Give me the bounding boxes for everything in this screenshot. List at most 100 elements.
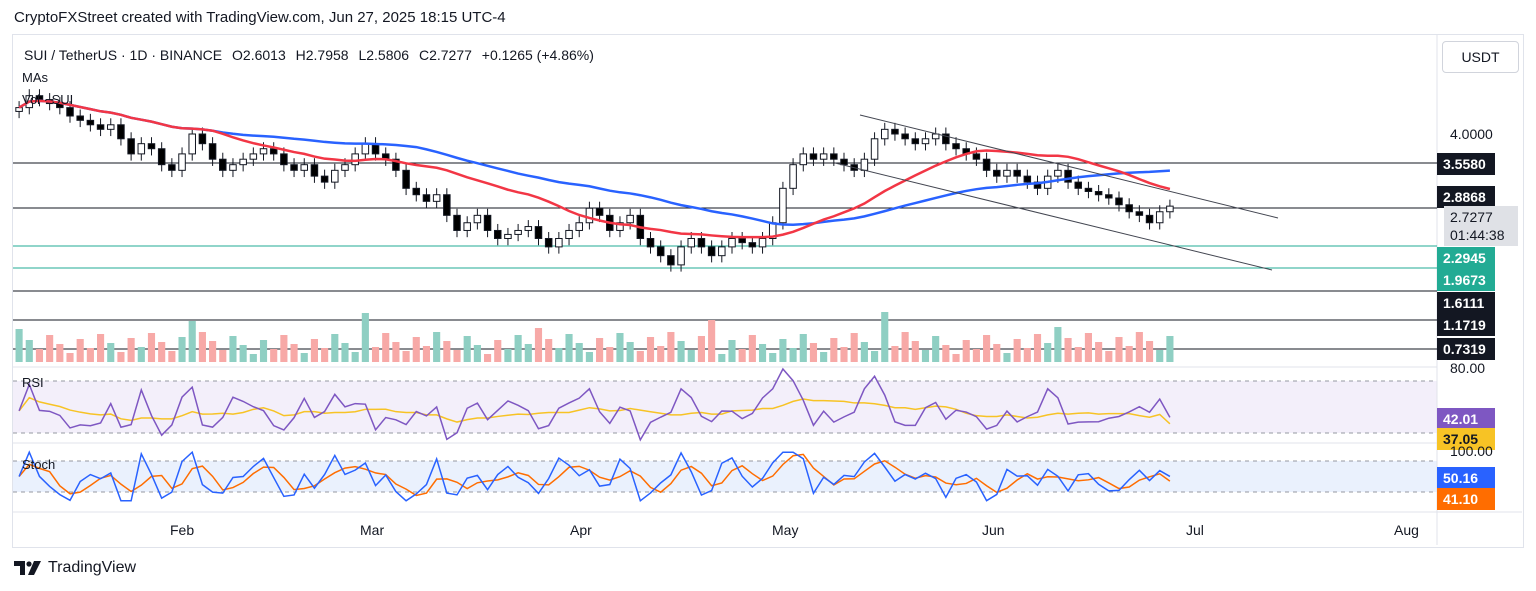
candle-body xyxy=(697,237,706,248)
candle-body xyxy=(310,164,319,177)
candle-body xyxy=(728,237,736,248)
candle-body xyxy=(982,158,991,171)
volume-bar xyxy=(351,352,359,362)
candle-body xyxy=(269,148,278,155)
candle-body xyxy=(1074,181,1083,189)
volume-bar xyxy=(361,313,369,362)
volume-bar xyxy=(677,341,685,362)
volume-bar xyxy=(789,348,797,362)
tradingview-logo-icon xyxy=(14,561,41,575)
candle-body xyxy=(1115,197,1123,206)
candle-body xyxy=(921,138,930,145)
volume-bar xyxy=(422,346,431,362)
volume-bar xyxy=(962,340,970,362)
rsi-indicator-label[interactable]: RSI xyxy=(22,375,44,390)
volume-bar xyxy=(229,336,237,362)
candle-body xyxy=(758,237,767,248)
volume-bar xyxy=(412,337,420,362)
candle-body xyxy=(707,246,716,257)
volume-bar xyxy=(718,354,726,362)
ohlc-open: O2.6013 xyxy=(232,47,286,63)
candle-body xyxy=(1013,169,1021,177)
month-feb: Feb xyxy=(170,522,195,538)
candle-body xyxy=(198,133,207,145)
volume-bar xyxy=(473,345,481,362)
candle-body xyxy=(422,194,431,202)
volume-bar xyxy=(596,338,604,362)
volume-bar xyxy=(107,343,115,362)
volume-bar xyxy=(911,341,919,362)
volume-bar xyxy=(1105,351,1113,362)
candle-body xyxy=(870,138,879,160)
level-tag-3: 2.2945 xyxy=(1437,247,1495,269)
volume-indicator-label[interactable]: Vol · SUI xyxy=(22,92,74,107)
candle-body xyxy=(738,237,746,244)
ohlc-close: C2.7277 xyxy=(418,47,472,63)
level-tag-4: 1.9673 xyxy=(1437,269,1495,291)
volume-bar xyxy=(697,336,705,362)
candle-body xyxy=(799,153,808,166)
volume-bar xyxy=(952,354,960,362)
candle-body xyxy=(229,164,237,171)
candle-body xyxy=(1003,169,1011,177)
tradingview-logo[interactable]: TradingView xyxy=(14,559,136,577)
volume-bar xyxy=(575,343,583,362)
volume-bar xyxy=(117,352,125,362)
volume-bar xyxy=(606,347,614,362)
candle-body xyxy=(616,222,624,231)
volume-bar xyxy=(382,333,390,362)
candle-body xyxy=(514,229,522,235)
candle-body xyxy=(320,175,329,183)
candle-body xyxy=(76,115,84,121)
month-apr: Apr xyxy=(570,522,592,538)
volume-bar xyxy=(1023,348,1031,362)
volume-bar xyxy=(1044,343,1052,362)
candle-body xyxy=(1023,175,1032,183)
volume-bar xyxy=(147,333,156,362)
volume-bar xyxy=(514,335,522,362)
candle-body xyxy=(443,194,451,216)
candle-body xyxy=(66,107,74,117)
candle-body xyxy=(626,214,634,224)
candle-body xyxy=(565,229,573,239)
volume-bar xyxy=(219,350,227,362)
candle-body xyxy=(483,214,492,231)
volume-bar xyxy=(1054,327,1062,362)
candle-body xyxy=(300,164,309,171)
candle-body xyxy=(341,164,349,171)
volume-bar xyxy=(748,335,756,362)
candle-body xyxy=(942,133,950,145)
candle-body xyxy=(188,133,196,155)
candle-body xyxy=(392,158,400,171)
volume-bar xyxy=(993,344,1001,362)
month-aug: Aug xyxy=(1394,522,1419,538)
candle-body xyxy=(789,164,797,189)
volume-bar xyxy=(860,342,868,362)
volume-bar xyxy=(1084,333,1092,362)
currency-button[interactable]: USDT xyxy=(1442,41,1519,73)
volume-bar xyxy=(1135,332,1143,362)
volume-bar xyxy=(524,344,532,362)
symbol-legend: SUI / TetherUS · 1D · BINANCE O2.6013 H2… xyxy=(24,47,600,63)
volume-bar xyxy=(46,335,54,362)
volume-bar xyxy=(1003,353,1011,362)
ma-indicator-label[interactable]: MAs xyxy=(22,70,48,85)
volume-bar xyxy=(820,352,828,362)
volume-bar xyxy=(769,353,777,362)
volume-bar xyxy=(1166,336,1174,362)
volume-bar xyxy=(830,338,838,362)
candle-body xyxy=(952,143,960,150)
candle-body xyxy=(880,128,889,140)
candle-body xyxy=(127,138,135,155)
ohlc-high: H2.7958 xyxy=(295,47,349,63)
candle-body xyxy=(534,226,543,239)
bar-countdown: 01:44:38 xyxy=(1450,227,1505,243)
volume-bar xyxy=(15,329,23,362)
candle-body xyxy=(219,158,227,171)
candle-body xyxy=(901,133,909,140)
stoch-indicator-label[interactable]: Stoch xyxy=(22,457,56,472)
level-tag-6: 1.1719 xyxy=(1437,314,1495,336)
candle-body xyxy=(168,164,176,171)
stoch-k-line xyxy=(18,450,1171,503)
